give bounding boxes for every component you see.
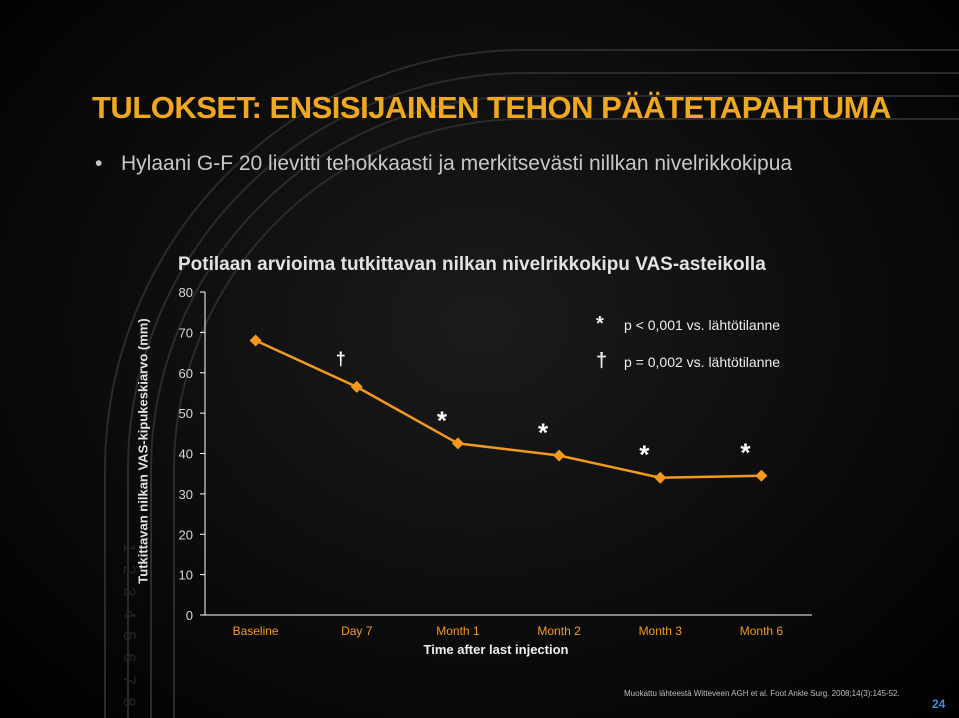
y-tick-label: 40 [179, 447, 193, 462]
legend-item-star: * p < 0,001 vs. lähtötilanne [596, 313, 780, 336]
track-lane-number: 6 [120, 653, 139, 662]
data-point [350, 380, 363, 393]
track-lane-number: 2 [120, 565, 139, 574]
x-tick-label: Month 6 [740, 624, 784, 638]
significance-marker: * [437, 405, 448, 435]
slide-title: TULOKSET: ENSISIJAINEN TEHON PÄÄTETAPAHT… [92, 90, 891, 125]
series-line [255, 339, 762, 479]
x-tick-label: Month 2 [537, 624, 581, 638]
y-tick-label: 80 [179, 285, 193, 300]
data-point [249, 334, 262, 347]
data-point [451, 437, 464, 450]
data-point [654, 471, 667, 484]
x-tick-label: Month 3 [639, 624, 683, 638]
track-lane-number: 7 [120, 675, 139, 684]
significance-marker: * [538, 418, 549, 448]
x-tick-label: Month 1 [436, 624, 480, 638]
x-tick-label: Day 7 [341, 624, 373, 638]
page-number: 24 [932, 697, 946, 711]
bullet-text: Hylaani G-F 20 lievitti tehokkaasti ja m… [121, 152, 793, 175]
y-tick-label: 30 [179, 487, 193, 502]
track-lane-number: 3 [120, 587, 139, 596]
y-tick-label: 20 [179, 527, 193, 542]
track-lane-number: 8 [120, 697, 139, 706]
legend-star-symbol: * [596, 313, 604, 335]
legend-star-text: p < 0,001 vs. lähtötilanne [624, 317, 781, 333]
data-point [553, 449, 566, 462]
x-tick-label: Baseline [233, 624, 279, 638]
significance-marker: * [639, 440, 650, 470]
x-axis-title: Time after last injection [423, 642, 569, 657]
y-tick-label: 70 [179, 325, 193, 340]
legend-dagger-text: p = 0,002 vs. lähtötilanne [624, 354, 781, 370]
y-tick-label: 0 [186, 608, 193, 623]
significance-marker: † [336, 349, 346, 369]
data-point [755, 469, 768, 482]
chart-title: Potilaan arvioima tutkittavan nilkan niv… [178, 254, 766, 275]
significance-marker: * [740, 438, 751, 468]
bullet-item: • Hylaani G-F 20 lievitti tehokkaasti ja … [95, 152, 792, 176]
y-tick-label: 60 [179, 366, 193, 381]
legend-dagger-symbol: † [596, 350, 608, 372]
track-lane-number: 1 [120, 543, 139, 552]
track-lane-number: 4 [120, 609, 139, 618]
y-tick-label: 50 [179, 406, 193, 421]
source-footnote: Muokattu lähteestä Witteveen AGH et al. … [624, 689, 900, 698]
bullet-dot-icon: • [95, 152, 103, 175]
y-tick-label: 10 [179, 568, 193, 583]
legend-item-dagger: † p = 0,002 vs. lähtötilanne [596, 350, 780, 373]
track-lane-number: 5 [120, 631, 139, 640]
